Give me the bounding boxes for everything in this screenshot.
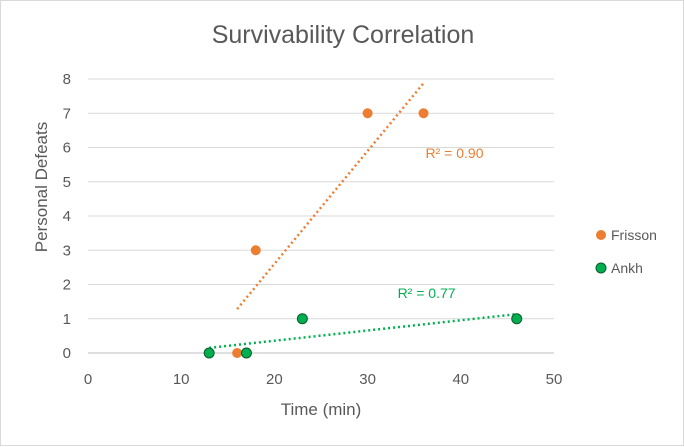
data-points bbox=[203, 108, 523, 359]
ankh-r2-label: R² = 0.77 bbox=[398, 285, 456, 301]
y-tick-label: 2 bbox=[63, 277, 71, 294]
frisson-point bbox=[232, 348, 243, 358]
y-tick-label: 6 bbox=[63, 140, 71, 157]
y-tick-label: 0 bbox=[63, 345, 71, 362]
x-tick-label: 50 bbox=[546, 371, 563, 388]
legend-marker-frisson bbox=[596, 230, 606, 240]
ankh-point bbox=[296, 313, 308, 325]
x-tick-label: 0 bbox=[84, 371, 92, 388]
y-tick-label: 4 bbox=[63, 208, 71, 225]
frisson-point bbox=[362, 108, 373, 119]
frisson-trendline bbox=[236, 82, 425, 310]
frisson-point bbox=[250, 245, 261, 256]
legend-marker-ankh bbox=[595, 262, 607, 274]
ankh-point bbox=[203, 347, 215, 359]
y-tick-label: 7 bbox=[63, 105, 71, 122]
x-tick-label: 20 bbox=[266, 371, 283, 388]
ankh-point bbox=[511, 313, 523, 325]
ankh-trendline bbox=[209, 312, 517, 350]
r2-labels: R² = 0.90 R² = 0.77 bbox=[398, 145, 484, 301]
y-tick-label: 8 bbox=[63, 71, 71, 88]
x-tick-label: 30 bbox=[359, 371, 376, 388]
trendlines bbox=[209, 82, 517, 350]
y-tick-label: 1 bbox=[63, 311, 71, 328]
legend-label-ankh: Ankh bbox=[611, 260, 643, 276]
ankh-point bbox=[240, 347, 252, 359]
y-tick-labels: 0 1 2 3 4 5 6 7 8 bbox=[63, 71, 71, 362]
frisson-point bbox=[418, 108, 429, 119]
frisson-r2-label: R² = 0.90 bbox=[426, 145, 484, 161]
legend: Frisson Ankh bbox=[595, 227, 657, 276]
gridlines bbox=[88, 78, 554, 354]
chart-title: Survivability Correlation bbox=[212, 21, 475, 49]
legend-label-frisson: Frisson bbox=[611, 227, 657, 243]
y-tick-label: 3 bbox=[63, 242, 71, 259]
y-tick-label: 5 bbox=[63, 174, 71, 191]
x-tick-label: 10 bbox=[173, 371, 190, 388]
y-axis-title: Personal Defeats bbox=[32, 122, 51, 252]
x-tick-label: 40 bbox=[452, 371, 469, 388]
x-tick-labels: 0 10 20 30 40 50 bbox=[84, 371, 563, 388]
x-axis-title: Time (min) bbox=[281, 400, 362, 419]
